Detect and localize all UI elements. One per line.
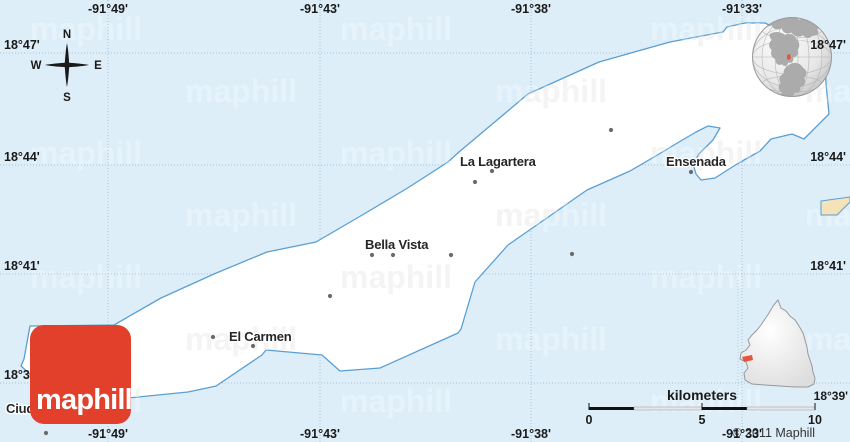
svg-text:-91°33': -91°33'	[722, 427, 762, 441]
svg-text:18°44': 18°44'	[810, 150, 846, 164]
svg-text:El Carmen: El Carmen	[229, 329, 292, 344]
svg-text:0: 0	[586, 413, 593, 427]
svg-text:18°41': 18°41'	[810, 259, 846, 273]
svg-text:-91°33': -91°33'	[722, 2, 762, 16]
svg-text:kilometers: kilometers	[667, 387, 737, 403]
svg-text:18°44': 18°44'	[4, 150, 40, 164]
svg-text:5: 5	[699, 413, 706, 427]
svg-text:S: S	[63, 92, 71, 104]
svg-text:18°41': 18°41'	[4, 259, 40, 273]
svg-text:Bella Vista: Bella Vista	[365, 237, 429, 252]
svg-text:18°47': 18°47'	[4, 38, 40, 52]
svg-text:W: W	[31, 60, 42, 72]
svg-text:-91°43': -91°43'	[300, 2, 340, 16]
svg-text:N: N	[63, 29, 71, 41]
svg-text:18°47': 18°47'	[810, 38, 846, 52]
svg-text:-91°49': -91°49'	[88, 2, 128, 16]
svg-text:10: 10	[808, 413, 822, 427]
svg-text:-91°38': -91°38'	[511, 427, 551, 441]
svg-text:La Lagartera: La Lagartera	[460, 154, 537, 169]
svg-text:18°39': 18°39'	[814, 389, 848, 403]
svg-text:-91°38': -91°38'	[511, 2, 551, 16]
svg-text:-91°49': -91°49'	[88, 427, 128, 441]
svg-text:-91°43': -91°43'	[300, 427, 340, 441]
svg-text:E: E	[94, 60, 102, 72]
svg-text:Ensenada: Ensenada	[666, 154, 727, 169]
